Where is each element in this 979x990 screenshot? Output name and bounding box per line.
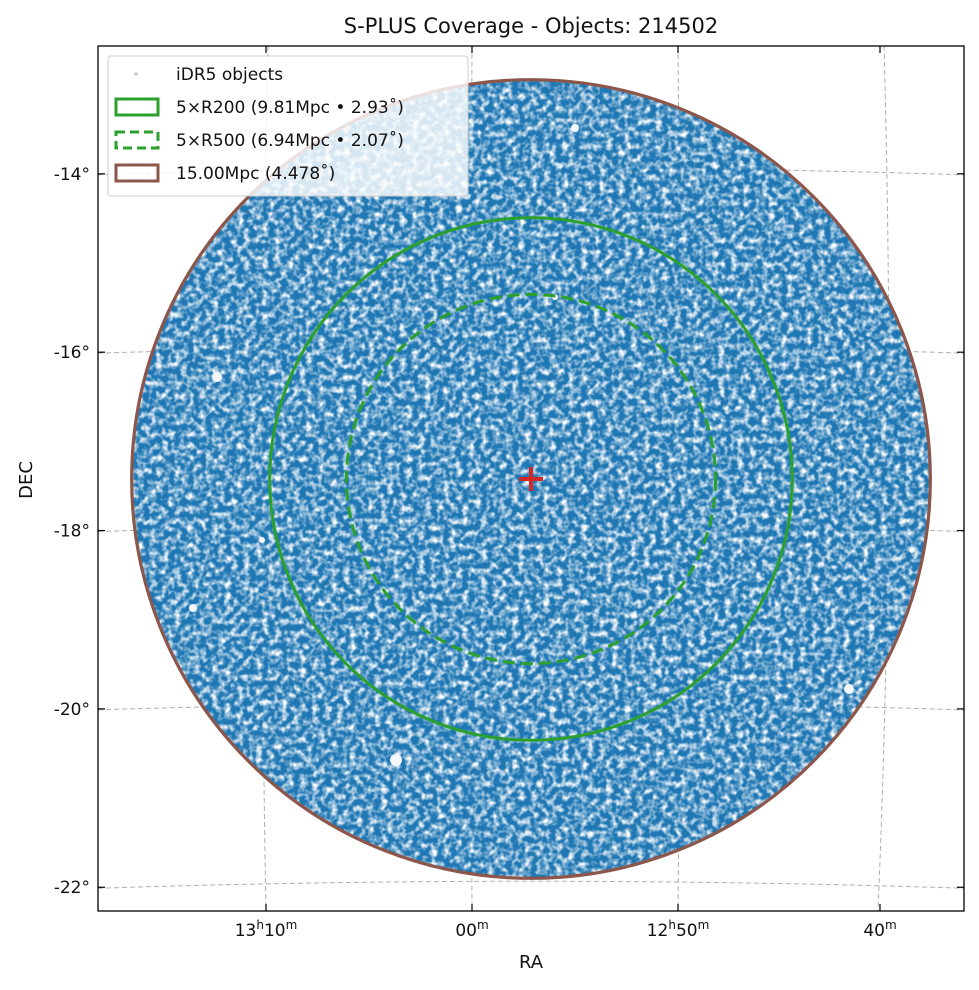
legend-label: iDR5 objects [176, 65, 283, 85]
dec-tick-label: -16° [54, 343, 90, 363]
plot-area [98, 46, 964, 911]
masked-star-hole [571, 124, 579, 132]
dec-tick-label: -22° [54, 878, 90, 898]
chart-title: S-PLUS Coverage - Objects: 214502 [344, 14, 718, 38]
ra-tick-label: 13h10m [235, 918, 298, 941]
outer-15mpc-circle [130, 78, 932, 880]
dec-tick-label: -14° [54, 165, 90, 185]
ra-tick-label: 00m [455, 918, 488, 941]
masked-star-hole [189, 604, 197, 612]
legend-label: 5×R500 (6.94Mpc • 2.07˚) [176, 130, 404, 151]
legend: iDR5 objects 5×R200 (9.81Mpc • 2.93˚) 5×R5… [107, 55, 469, 197]
axis-ticks: -14° -16° -18° -20° -22° 13h10m 00m 12h50m 40m [54, 46, 964, 941]
y-axis-label: DEC [16, 461, 37, 499]
masked-star-hole [909, 547, 915, 553]
dec-gridline [98, 880, 964, 889]
masked-star-hole [844, 684, 854, 694]
x-axis-label: RA [519, 952, 544, 973]
plot-frame [97, 45, 965, 912]
ra-tick-label: 40m [863, 918, 896, 941]
cluster-center-marker [519, 467, 543, 491]
dec-tick-label: -18° [54, 522, 90, 542]
r500-circle [344, 292, 718, 666]
radius-circles [130, 78, 932, 880]
legend-swatch-solid [114, 97, 160, 117]
r200-circle [268, 216, 794, 742]
masked-star-hole [212, 372, 222, 382]
legend-box [107, 55, 469, 197]
ra-tick-label: 12h50m [647, 918, 710, 941]
masked-star-hole [259, 537, 265, 543]
legend-swatch-solid [114, 163, 160, 183]
legend-swatch-dashed [114, 130, 160, 150]
legend-label: 5×R200 (9.81Mpc • 2.93˚) [176, 97, 404, 118]
dec-tick-label: -20° [54, 700, 90, 720]
masked-star-hole [390, 754, 402, 766]
legend-label: 15.00Mpc (4.478˚) [176, 163, 335, 184]
legend-swatch-points [134, 72, 138, 76]
